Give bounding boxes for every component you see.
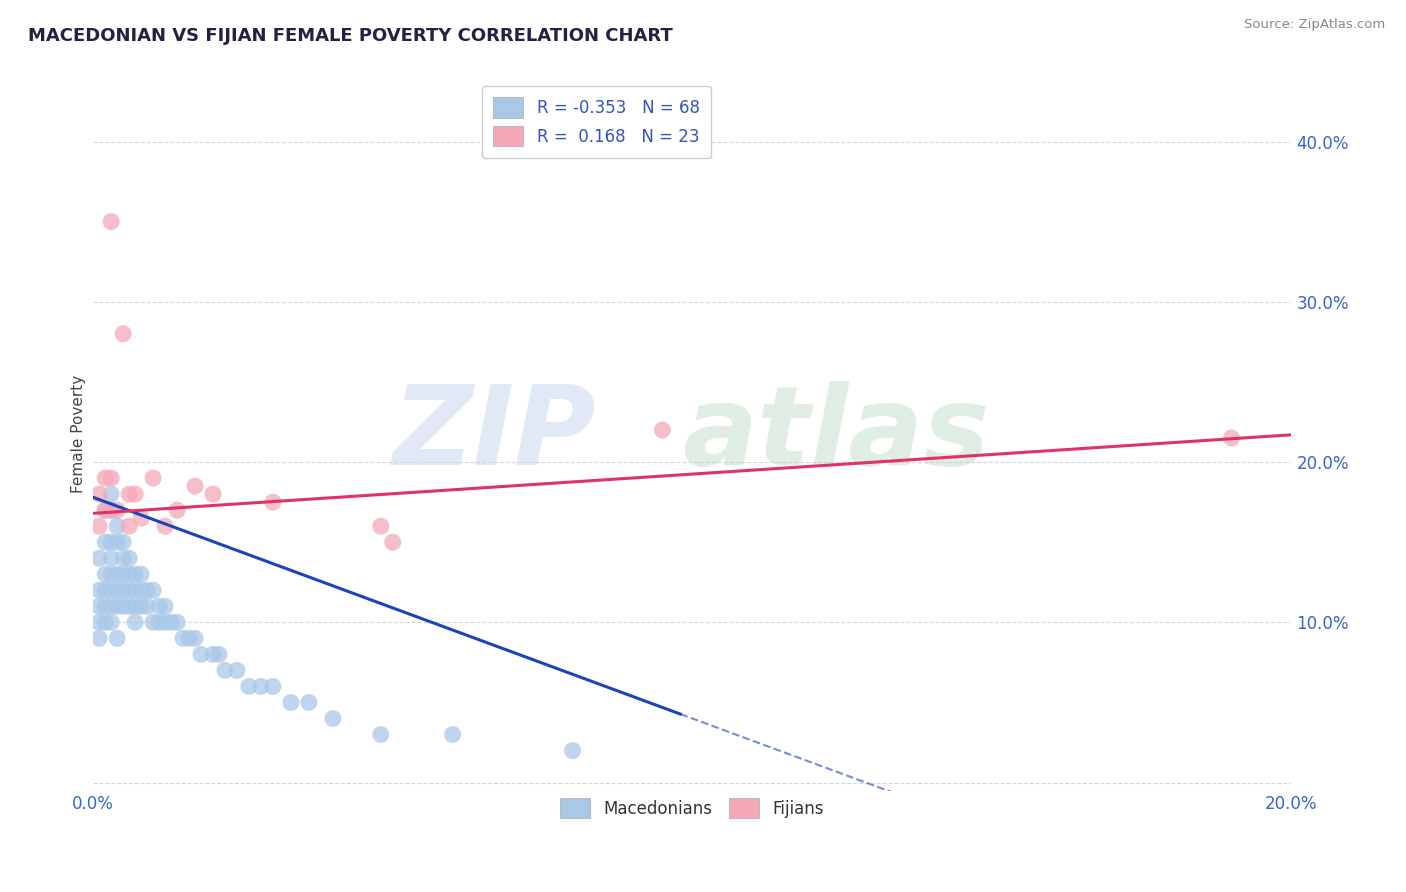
Point bbox=[129, 599, 152, 614]
Point bbox=[89, 519, 111, 533]
Point bbox=[226, 664, 249, 678]
Point bbox=[94, 615, 117, 630]
Point bbox=[129, 567, 152, 582]
Point bbox=[370, 519, 392, 533]
Point bbox=[250, 680, 273, 694]
Text: MACEDONIAN VS FIJIAN FEMALE POVERTY CORRELATION CHART: MACEDONIAN VS FIJIAN FEMALE POVERTY CORR… bbox=[28, 27, 673, 45]
Point bbox=[124, 567, 146, 582]
Point bbox=[280, 696, 302, 710]
Point bbox=[100, 487, 122, 501]
Legend: Macedonians, Fijians: Macedonians, Fijians bbox=[554, 791, 831, 825]
Point bbox=[112, 326, 135, 341]
Point bbox=[89, 487, 111, 501]
Point bbox=[112, 551, 135, 566]
Point bbox=[100, 535, 122, 549]
Point bbox=[94, 599, 117, 614]
Point bbox=[124, 583, 146, 598]
Point bbox=[112, 583, 135, 598]
Point bbox=[100, 615, 122, 630]
Point bbox=[100, 503, 122, 517]
Point bbox=[100, 503, 122, 517]
Point bbox=[262, 495, 284, 509]
Point bbox=[118, 487, 141, 501]
Point bbox=[89, 615, 111, 630]
Point bbox=[94, 567, 117, 582]
Point bbox=[177, 632, 200, 646]
Point bbox=[136, 583, 159, 598]
Point bbox=[148, 599, 170, 614]
Point bbox=[129, 583, 152, 598]
Point bbox=[370, 727, 392, 741]
Point bbox=[89, 599, 111, 614]
Y-axis label: Female Poverty: Female Poverty bbox=[72, 375, 86, 493]
Point bbox=[166, 615, 188, 630]
Point bbox=[160, 615, 183, 630]
Point bbox=[214, 664, 236, 678]
Point bbox=[105, 599, 128, 614]
Point bbox=[142, 583, 165, 598]
Point bbox=[190, 648, 212, 662]
Point bbox=[124, 599, 146, 614]
Point bbox=[89, 551, 111, 566]
Point bbox=[100, 215, 122, 229]
Point bbox=[94, 503, 117, 517]
Point bbox=[441, 727, 464, 741]
Point bbox=[94, 535, 117, 549]
Point bbox=[1220, 431, 1243, 445]
Point bbox=[89, 583, 111, 598]
Point bbox=[262, 680, 284, 694]
Point bbox=[153, 519, 176, 533]
Point bbox=[124, 615, 146, 630]
Point bbox=[208, 648, 231, 662]
Point bbox=[105, 583, 128, 598]
Point bbox=[100, 583, 122, 598]
Point bbox=[166, 503, 188, 517]
Point bbox=[142, 615, 165, 630]
Point bbox=[172, 632, 194, 646]
Point bbox=[118, 519, 141, 533]
Point bbox=[100, 599, 122, 614]
Point bbox=[118, 567, 141, 582]
Point bbox=[100, 567, 122, 582]
Point bbox=[298, 696, 321, 710]
Point bbox=[124, 487, 146, 501]
Point bbox=[651, 423, 673, 437]
Point bbox=[105, 503, 128, 517]
Point bbox=[100, 551, 122, 566]
Point bbox=[89, 632, 111, 646]
Point bbox=[100, 471, 122, 485]
Point bbox=[112, 567, 135, 582]
Point bbox=[184, 632, 207, 646]
Point bbox=[118, 583, 141, 598]
Point bbox=[153, 615, 176, 630]
Point bbox=[112, 599, 135, 614]
Point bbox=[105, 632, 128, 646]
Text: ZIP: ZIP bbox=[392, 381, 596, 488]
Point bbox=[118, 551, 141, 566]
Point bbox=[202, 648, 225, 662]
Point bbox=[129, 511, 152, 525]
Point bbox=[94, 503, 117, 517]
Point bbox=[148, 615, 170, 630]
Point bbox=[142, 471, 165, 485]
Point bbox=[118, 599, 141, 614]
Point bbox=[322, 711, 344, 725]
Point bbox=[561, 743, 583, 757]
Point bbox=[381, 535, 404, 549]
Point bbox=[112, 535, 135, 549]
Point bbox=[238, 680, 260, 694]
Text: Source: ZipAtlas.com: Source: ZipAtlas.com bbox=[1244, 18, 1385, 31]
Point bbox=[153, 599, 176, 614]
Point bbox=[94, 471, 117, 485]
Point bbox=[136, 599, 159, 614]
Point bbox=[105, 567, 128, 582]
Point bbox=[94, 583, 117, 598]
Point bbox=[202, 487, 225, 501]
Point bbox=[105, 519, 128, 533]
Point bbox=[184, 479, 207, 493]
Text: atlas: atlas bbox=[682, 381, 990, 488]
Point bbox=[105, 535, 128, 549]
